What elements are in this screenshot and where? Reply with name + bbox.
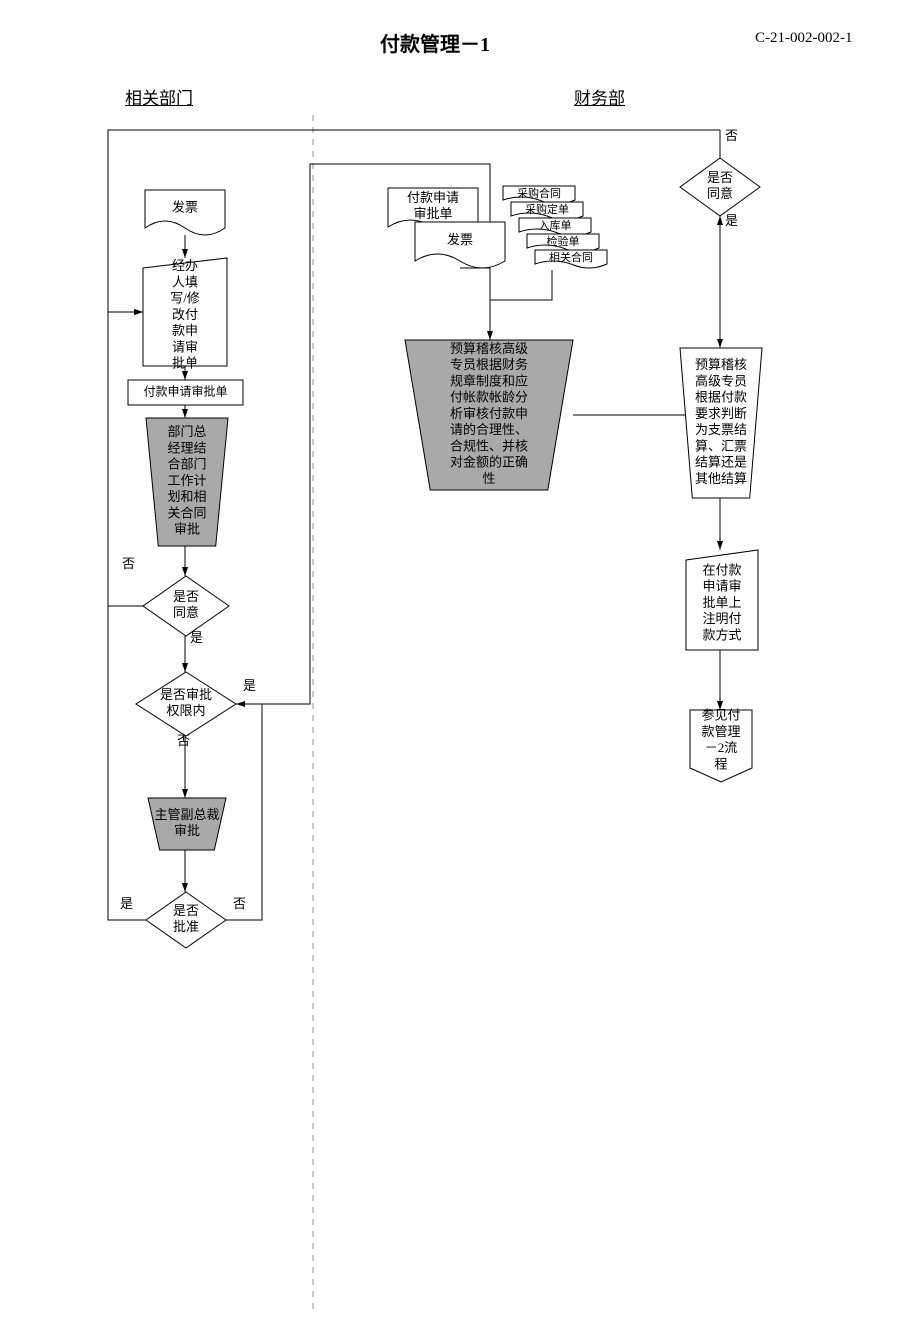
svg-text:规章制度和应: 规章制度和应 [450,373,528,388]
svg-text:同意: 同意 [173,605,199,620]
svg-text:申请审: 申请审 [702,579,741,594]
svg-text:结算还是: 结算还是 [695,455,747,470]
svg-text:审批单: 审批单 [413,206,452,221]
svg-text:部门总: 部门总 [167,424,206,439]
svg-text:－2流: －2流 [705,740,738,755]
svg-text:其他结算: 其他结算 [695,471,747,486]
svg-text:采购合同: 采购合同 [517,186,561,200]
svg-text:发票: 发票 [172,199,198,214]
svg-text:同意: 同意 [707,186,733,201]
svg-text:为支票结: 为支票结 [695,422,747,437]
svg-text:相关合同: 相关合同 [549,250,593,264]
svg-text:请审: 请审 [172,339,198,354]
svg-text:批单上: 批单上 [702,595,741,610]
svg-text:否: 否 [122,556,135,571]
svg-text:程: 程 [714,756,727,771]
svg-text:性: 性 [482,471,495,486]
svg-text:写/修: 写/修 [170,291,200,306]
svg-text:注明付: 注明付 [702,611,741,626]
svg-text:付帐款帐龄分: 付帐款帐龄分 [450,390,528,405]
svg-text:是否: 是否 [173,903,199,918]
svg-text:付款申请审批单: 付款申请审批单 [143,383,227,398]
svg-text:检验单: 检验单 [547,234,580,248]
svg-text:主管副总裁: 主管副总裁 [154,807,219,822]
svg-text:审批: 审批 [174,823,200,838]
svg-text:析审核付款申: 析审核付款申 [450,406,528,421]
svg-text:合部门: 合部门 [167,457,206,472]
svg-text:工作计: 工作计 [167,473,206,488]
svg-text:请的合理性、: 请的合理性、 [450,422,528,437]
svg-text:关合同: 关合同 [167,505,206,520]
svg-text:款申: 款申 [172,323,198,338]
svg-text:否: 否 [233,896,246,911]
svg-text:划和相: 划和相 [167,489,206,504]
svg-text:预算稽核高级: 预算稽核高级 [450,341,528,356]
svg-text:要求判断: 要求判断 [695,406,747,421]
svg-text:批准: 批准 [173,919,199,934]
svg-text:否: 否 [725,128,738,143]
svg-text:是: 是 [725,213,738,228]
svg-text:改付: 改付 [172,307,198,322]
svg-text:人填: 人填 [172,274,198,289]
svg-text:款方式: 款方式 [702,627,741,642]
svg-text:付款申请: 付款申请 [407,190,459,205]
svg-text:是: 是 [120,896,133,911]
svg-text:审批: 审批 [174,522,200,537]
svg-text:入库单: 入库单 [539,219,572,232]
svg-text:参见付: 参见付 [701,708,740,723]
svg-text:在付款: 在付款 [702,562,741,577]
flowchart-canvas: 否是是否是否否是发票经办人填写/修改付款申请审批单付款申请审批单部门总经理结合部… [0,0,920,1329]
svg-text:专员根据财务: 专员根据财务 [450,357,528,372]
svg-text:批单: 批单 [172,356,198,371]
svg-text:是否: 是否 [707,170,733,185]
svg-text:权限内: 权限内 [166,703,205,718]
svg-text:是否: 是否 [173,589,199,604]
svg-text:高级专员: 高级专员 [695,373,747,388]
svg-text:根据付款: 根据付款 [695,390,747,405]
svg-text:发票: 发票 [447,232,473,247]
svg-text:经理结: 经理结 [167,440,206,455]
svg-text:对金额的正确: 对金额的正确 [450,455,528,470]
svg-text:经办: 经办 [172,258,198,273]
svg-text:合规性、并核: 合规性、并核 [450,438,528,453]
svg-text:算、汇票: 算、汇票 [695,438,747,453]
svg-text:是否审批: 是否审批 [160,687,212,702]
svg-text:预算稽核: 预算稽核 [695,357,747,372]
svg-text:是: 是 [243,678,256,693]
svg-text:款管理: 款管理 [701,724,740,739]
svg-text:采购定单: 采购定单 [525,202,569,216]
